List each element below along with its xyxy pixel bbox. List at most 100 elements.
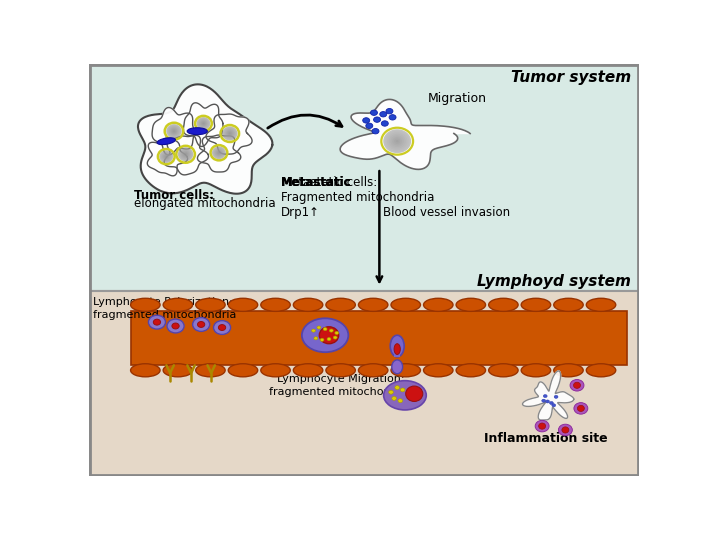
Ellipse shape [228, 132, 231, 135]
Ellipse shape [180, 149, 191, 159]
Ellipse shape [424, 364, 453, 377]
Ellipse shape [165, 156, 167, 157]
Ellipse shape [574, 403, 588, 414]
Ellipse shape [222, 126, 238, 141]
Ellipse shape [214, 148, 224, 157]
Ellipse shape [173, 130, 175, 133]
Ellipse shape [554, 364, 583, 377]
Ellipse shape [166, 124, 182, 139]
Ellipse shape [577, 406, 584, 411]
Ellipse shape [197, 117, 210, 130]
Ellipse shape [488, 299, 518, 311]
Ellipse shape [392, 360, 403, 374]
Text: Metastatic: Metastatic [281, 176, 351, 189]
Ellipse shape [161, 152, 171, 161]
Ellipse shape [196, 299, 225, 311]
Polygon shape [183, 103, 223, 147]
Ellipse shape [394, 343, 400, 355]
Ellipse shape [172, 129, 176, 133]
Ellipse shape [182, 151, 190, 158]
Ellipse shape [327, 338, 331, 341]
Ellipse shape [153, 319, 160, 325]
Ellipse shape [554, 299, 583, 311]
Ellipse shape [203, 123, 204, 124]
Text: Inflammation site: Inflammation site [484, 432, 608, 445]
Ellipse shape [380, 112, 387, 117]
Polygon shape [152, 108, 195, 155]
Ellipse shape [398, 399, 403, 403]
Bar [131, 311, 628, 364]
Ellipse shape [359, 299, 388, 311]
Ellipse shape [570, 379, 584, 391]
Ellipse shape [213, 147, 225, 158]
Ellipse shape [488, 364, 518, 377]
Ellipse shape [333, 336, 337, 339]
Ellipse shape [554, 395, 558, 399]
Ellipse shape [400, 388, 405, 392]
Ellipse shape [201, 121, 206, 126]
Ellipse shape [222, 126, 238, 141]
Ellipse shape [159, 150, 173, 163]
Ellipse shape [202, 121, 205, 125]
Ellipse shape [181, 150, 190, 158]
Ellipse shape [214, 149, 223, 157]
Ellipse shape [550, 401, 553, 404]
Ellipse shape [372, 128, 379, 134]
Ellipse shape [542, 399, 545, 402]
Ellipse shape [168, 126, 180, 137]
Ellipse shape [387, 132, 408, 150]
Ellipse shape [183, 152, 188, 156]
Ellipse shape [552, 404, 556, 407]
Ellipse shape [178, 147, 193, 162]
Ellipse shape [214, 148, 224, 158]
Ellipse shape [168, 126, 180, 136]
Ellipse shape [163, 154, 169, 159]
Ellipse shape [226, 130, 234, 137]
Ellipse shape [226, 131, 233, 136]
Ellipse shape [586, 364, 616, 377]
Bar [89, 292, 639, 476]
Ellipse shape [261, 299, 290, 311]
Ellipse shape [391, 364, 420, 377]
Ellipse shape [216, 150, 222, 155]
Ellipse shape [383, 129, 411, 153]
Polygon shape [206, 114, 252, 154]
Ellipse shape [388, 391, 393, 394]
Ellipse shape [391, 299, 420, 311]
Ellipse shape [383, 129, 411, 154]
Ellipse shape [217, 151, 221, 155]
Ellipse shape [192, 318, 209, 331]
Ellipse shape [326, 299, 355, 311]
Ellipse shape [197, 118, 209, 129]
Text: Lymphocyte Polarization:
fragmented mitochondria: Lymphocyte Polarization: fragmented mito… [92, 297, 236, 320]
Ellipse shape [535, 421, 549, 432]
Ellipse shape [171, 128, 177, 134]
Ellipse shape [539, 423, 545, 429]
Ellipse shape [293, 299, 323, 311]
Ellipse shape [227, 132, 232, 136]
Ellipse shape [381, 121, 388, 126]
Ellipse shape [521, 364, 551, 377]
Ellipse shape [184, 153, 187, 156]
Ellipse shape [160, 151, 172, 162]
Ellipse shape [225, 129, 234, 138]
Ellipse shape [157, 138, 175, 144]
Ellipse shape [202, 122, 205, 125]
Ellipse shape [317, 326, 321, 329]
Ellipse shape [131, 364, 160, 377]
Polygon shape [340, 100, 470, 170]
Ellipse shape [394, 139, 400, 144]
Ellipse shape [180, 149, 192, 160]
Bar [394, 346, 400, 357]
Ellipse shape [329, 329, 333, 332]
Ellipse shape [320, 327, 339, 343]
Ellipse shape [314, 337, 318, 340]
Ellipse shape [335, 331, 339, 334]
Bar [89, 64, 639, 292]
Ellipse shape [178, 147, 193, 162]
Text: Metastatic cells:
Fragmented mitochondria
Drp1↑: Metastatic cells: Fragmented mitochondri… [281, 176, 435, 219]
Polygon shape [147, 137, 187, 176]
Ellipse shape [456, 364, 486, 377]
Ellipse shape [218, 152, 219, 154]
Ellipse shape [323, 327, 327, 331]
